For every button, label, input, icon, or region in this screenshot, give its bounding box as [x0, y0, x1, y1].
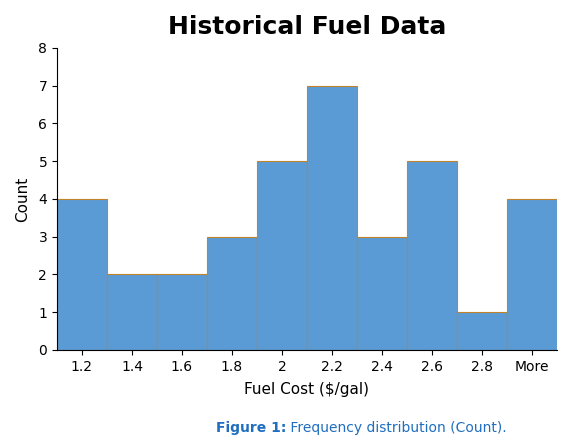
Y-axis label: Count: Count: [15, 176, 30, 222]
X-axis label: Fuel Cost ($/gal): Fuel Cost ($/gal): [244, 382, 370, 397]
Bar: [357, 237, 407, 350]
Bar: [307, 85, 357, 350]
Bar: [407, 161, 457, 350]
Bar: [157, 274, 207, 350]
Bar: [507, 199, 557, 350]
Text: Frequency distribution (Count).: Frequency distribution (Count).: [286, 421, 507, 435]
Text: Figure 1:: Figure 1:: [216, 421, 286, 435]
Bar: [207, 237, 257, 350]
Bar: [257, 161, 307, 350]
Bar: [107, 274, 157, 350]
Title: Historical Fuel Data: Historical Fuel Data: [168, 15, 446, 39]
Bar: [57, 199, 107, 350]
Bar: [457, 312, 507, 350]
